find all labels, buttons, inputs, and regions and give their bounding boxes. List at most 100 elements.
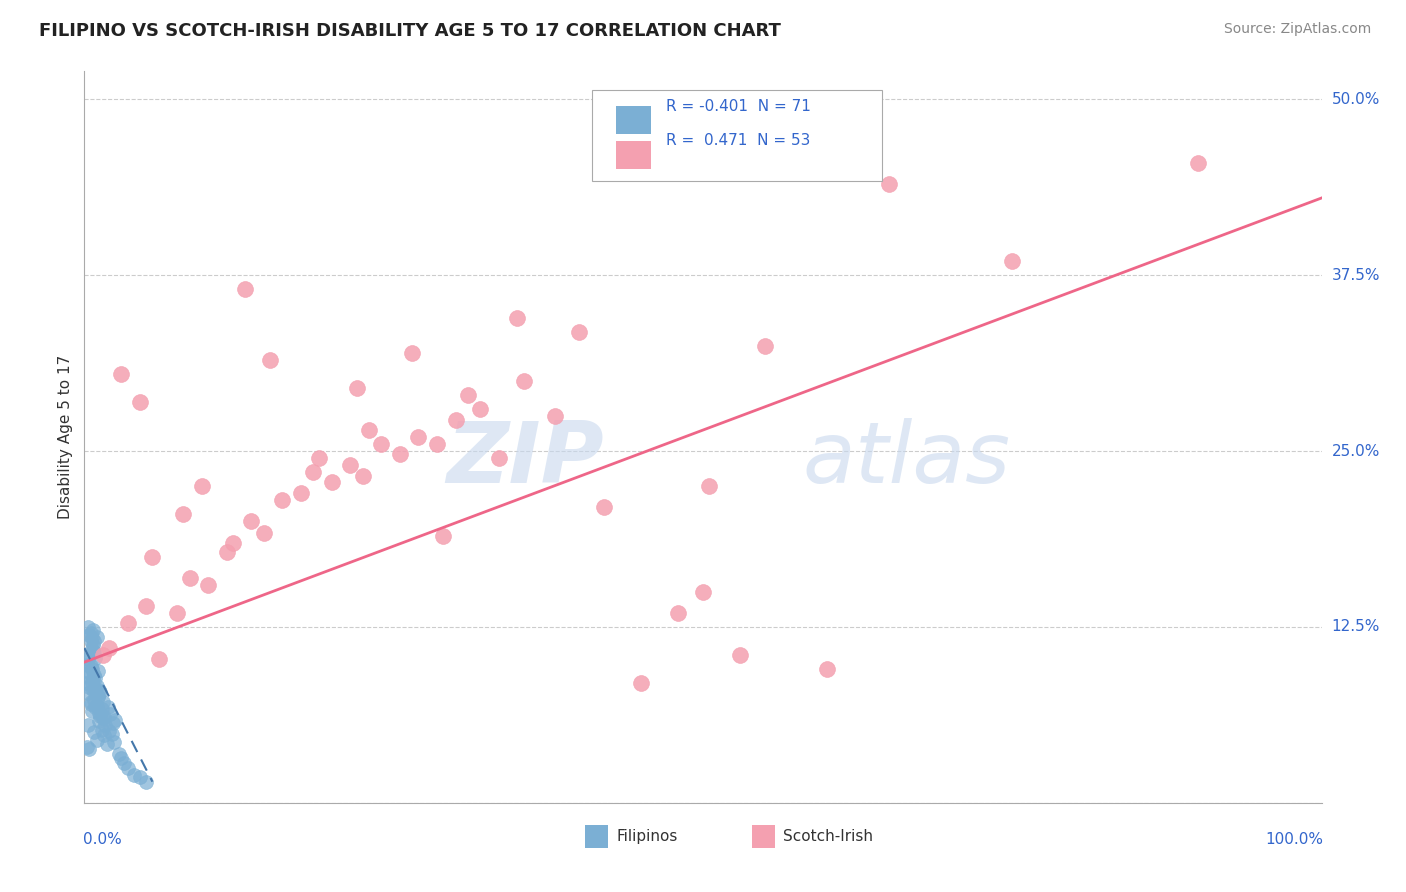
- Text: R = -0.401  N = 71: R = -0.401 N = 71: [666, 99, 811, 114]
- Point: [1001, 254, 1024, 268]
- Point: [110, 367, 132, 381]
- Point: [135, 774, 157, 789]
- Point: [593, 500, 616, 515]
- Point: [82, 638, 104, 652]
- Text: 0.0%: 0.0%: [83, 832, 122, 847]
- Text: FILIPINO VS SCOTCH-IRISH DISABILITY AGE 5 TO 17 CORRELATION CHART: FILIPINO VS SCOTCH-IRISH DISABILITY AGE …: [39, 22, 782, 40]
- Point: [108, 747, 131, 761]
- Point: [408, 430, 430, 444]
- Point: [388, 447, 411, 461]
- Point: [141, 549, 163, 564]
- Point: [129, 771, 152, 785]
- Point: [98, 641, 121, 656]
- Point: [877, 177, 900, 191]
- FancyBboxPatch shape: [585, 825, 607, 848]
- Point: [89, 714, 111, 729]
- Point: [91, 648, 114, 662]
- Point: [80, 642, 103, 657]
- Point: [370, 437, 392, 451]
- Point: [101, 715, 124, 730]
- Point: [83, 667, 105, 681]
- Point: [233, 282, 256, 296]
- Point: [83, 634, 105, 648]
- Point: [692, 584, 714, 599]
- Point: [84, 700, 107, 714]
- Point: [240, 515, 263, 529]
- Point: [100, 727, 122, 741]
- Point: [129, 395, 152, 409]
- Point: [112, 756, 135, 771]
- Point: [1187, 155, 1209, 169]
- Text: 12.5%: 12.5%: [1331, 619, 1379, 634]
- Point: [79, 698, 101, 712]
- FancyBboxPatch shape: [616, 106, 651, 134]
- Point: [82, 623, 104, 637]
- Point: [97, 700, 120, 714]
- Point: [83, 693, 105, 707]
- Point: [89, 706, 111, 720]
- Point: [86, 732, 108, 747]
- Point: [104, 713, 127, 727]
- Point: [815, 662, 838, 676]
- FancyBboxPatch shape: [616, 141, 651, 169]
- Point: [512, 374, 534, 388]
- Point: [197, 578, 219, 592]
- Point: [79, 665, 101, 679]
- Point: [697, 479, 720, 493]
- Point: [89, 708, 111, 723]
- Point: [79, 659, 101, 673]
- Point: [77, 686, 100, 700]
- Point: [93, 710, 115, 724]
- Point: [666, 606, 689, 620]
- Point: [84, 681, 107, 696]
- Point: [110, 751, 132, 765]
- Point: [75, 648, 97, 662]
- Point: [352, 469, 374, 483]
- Point: [79, 628, 101, 642]
- Point: [222, 535, 245, 549]
- Point: [87, 689, 110, 703]
- Point: [79, 681, 101, 695]
- Point: [77, 620, 100, 634]
- Point: [76, 739, 98, 754]
- Point: [321, 475, 343, 489]
- Point: [357, 423, 380, 437]
- FancyBboxPatch shape: [592, 90, 883, 181]
- Point: [290, 486, 312, 500]
- Point: [432, 528, 454, 542]
- Text: atlas: atlas: [801, 417, 1010, 500]
- Point: [93, 728, 115, 742]
- Point: [89, 684, 111, 698]
- Point: [82, 683, 104, 698]
- Point: [630, 676, 652, 690]
- Point: [76, 669, 98, 683]
- Point: [91, 711, 114, 725]
- Point: [103, 735, 125, 749]
- Point: [86, 679, 108, 693]
- Point: [84, 651, 107, 665]
- Point: [488, 451, 510, 466]
- Point: [87, 664, 110, 678]
- Text: 25.0%: 25.0%: [1331, 443, 1379, 458]
- Point: [86, 698, 108, 713]
- Point: [426, 437, 449, 451]
- Point: [135, 599, 157, 613]
- Y-axis label: Disability Age 5 to 17: Disability Age 5 to 17: [58, 355, 73, 519]
- Point: [728, 648, 751, 662]
- Point: [79, 634, 101, 648]
- Point: [94, 718, 117, 732]
- Point: [754, 338, 776, 352]
- Point: [568, 325, 591, 339]
- Point: [117, 615, 139, 630]
- Point: [77, 652, 100, 666]
- Text: Source: ZipAtlas.com: Source: ZipAtlas.com: [1223, 22, 1371, 37]
- Point: [346, 381, 368, 395]
- FancyBboxPatch shape: [752, 825, 775, 848]
- Point: [339, 458, 361, 473]
- Point: [444, 413, 467, 427]
- Point: [98, 724, 121, 739]
- Point: [253, 525, 276, 540]
- Point: [543, 409, 565, 423]
- Point: [506, 310, 529, 325]
- Point: [83, 645, 105, 659]
